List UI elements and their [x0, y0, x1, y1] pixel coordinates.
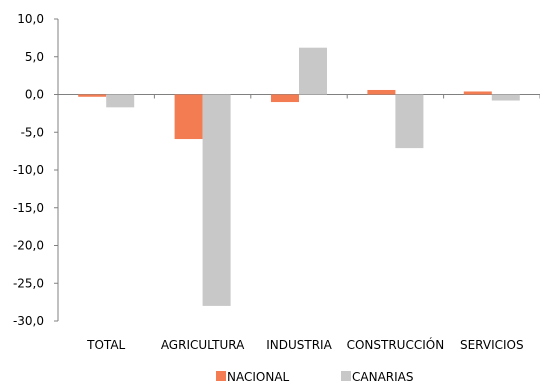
category-label: SERVICIOS: [460, 338, 524, 352]
bar-nacional-0: [78, 94, 107, 97]
y-tick-label: -10,0: [13, 163, 44, 177]
bar-nacional-3: [367, 89, 396, 95]
category-label: AGRICULTURA: [161, 338, 245, 352]
legend-label-canarias: CANARIAS: [352, 370, 413, 382]
category-labels: TOTAL AGRICULTURA INDUSTRIA CONSTRUCCIÓN SER…: [86, 337, 523, 352]
y-axis: 10,0 5,0 0,0 -5,0 -10,0 -15,0 -20,0 -25,0 -30,0: [13, 12, 59, 328]
bar-nacional-2: [271, 94, 299, 103]
bar-nacional-4: [463, 91, 492, 95]
bars: [78, 47, 520, 306]
legend-label-nacional: NACIONAL: [227, 370, 290, 382]
y-tick-label: 0,0: [25, 88, 44, 102]
bar-canarias-3: [395, 94, 424, 149]
category-label: INDUSTRIA: [266, 338, 332, 352]
legend-swatch-canarias: [341, 371, 351, 381]
y-tick-label: -5,0: [21, 125, 44, 139]
bar-canarias-2: [299, 47, 327, 95]
legend: NACIONAL CANARIAS: [216, 370, 413, 382]
y-tick-label: -15,0: [13, 201, 44, 215]
y-tick-label: -30,0: [13, 314, 44, 328]
bar-canarias-0: [106, 94, 135, 108]
category-label: CONSTRUCCIÓN: [347, 337, 445, 352]
bar-canarias-1: [202, 94, 231, 306]
bar-canarias-4: [491, 94, 520, 101]
legend-swatch-nacional: [216, 371, 226, 381]
category-label: TOTAL: [86, 338, 125, 352]
y-tick-label: 10,0: [17, 12, 44, 26]
y-tick-label: -25,0: [13, 276, 44, 290]
y-tick-label: -20,0: [13, 239, 44, 253]
bar-nacional-1: [174, 94, 203, 140]
y-tick-label: 5,0: [25, 50, 44, 64]
